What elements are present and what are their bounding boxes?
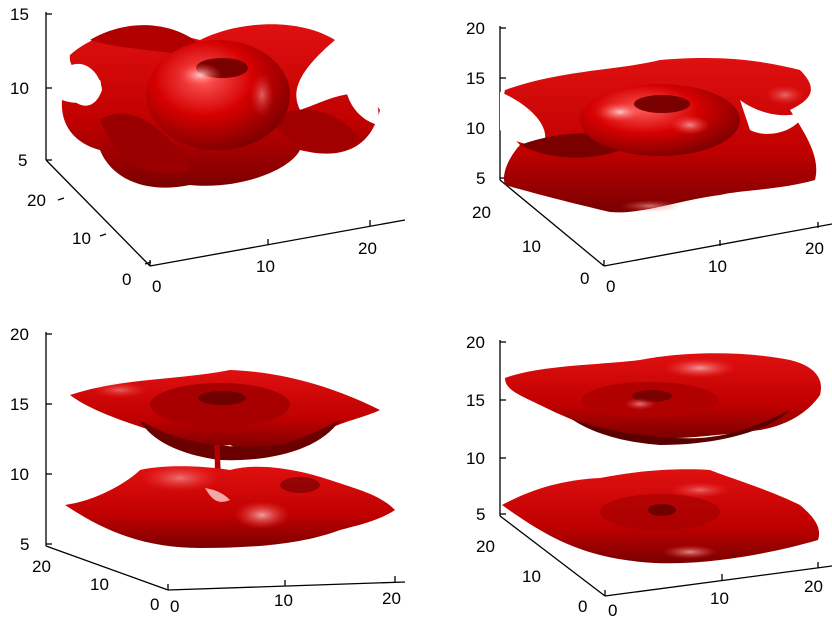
x-tick: 0 — [608, 601, 617, 619]
z-tick: 5 — [476, 169, 485, 188]
z-tick: 15 — [10, 395, 29, 414]
z-tick-labels: 20 15 10 5 — [10, 325, 29, 554]
x-tick-labels: 0 10 20 — [606, 239, 824, 296]
x-tick: 0 — [152, 277, 161, 296]
z-tick-labels: 20 15 10 5 — [466, 19, 485, 188]
z-tick: 10 — [10, 465, 29, 484]
y-tick-labels: 20 10 0 — [472, 203, 589, 288]
panel-top-right: 20 15 10 5 20 10 0 0 10 20 — [466, 19, 832, 296]
y-tick: 20 — [32, 557, 51, 576]
z-tick: 5 — [476, 505, 485, 524]
z-tick: 20 — [10, 325, 29, 344]
axes-frame — [45, 12, 406, 267]
y-tick: 10 — [522, 237, 541, 256]
x-tick-labels: 0 10 20 — [608, 577, 823, 620]
x-tick: 20 — [804, 577, 823, 596]
z-tick-labels: 20 15 10 5 — [466, 333, 485, 524]
y-tick: 0 — [122, 270, 131, 289]
y-tick: 10 — [522, 567, 541, 586]
y-tick: 20 — [476, 537, 495, 556]
z-tick: 10 — [466, 119, 485, 138]
z-tick: 5 — [20, 535, 29, 554]
y-tick: 10 — [90, 575, 109, 594]
surface — [502, 353, 821, 564]
panel-bottom-left: 20 15 10 5 20 10 0 0 10 20 — [10, 325, 406, 616]
z-tick: 10 — [10, 79, 29, 98]
x-tick: 20 — [382, 589, 401, 608]
y-tick: 20 — [472, 203, 491, 222]
x-tick: 20 — [805, 239, 824, 258]
y-tick: 20 — [27, 191, 46, 210]
x-tick-labels: 0 10 20 — [152, 239, 377, 296]
x-tick-labels: 0 10 20 — [170, 589, 401, 616]
y-tick: 0 — [150, 595, 159, 614]
z-tick: 15 — [466, 69, 485, 88]
x-tick: 10 — [274, 591, 293, 610]
panel-top-left: 15 10 5 20 10 0 0 10 20 — [10, 5, 406, 296]
y-tick: 0 — [580, 269, 589, 288]
x-tick: 10 — [708, 257, 727, 276]
x-tick: 0 — [606, 277, 615, 296]
axes-frame — [45, 332, 406, 591]
x-tick: 10 — [710, 589, 729, 608]
z-tick: 5 — [18, 151, 27, 170]
axes-frame — [499, 340, 832, 597]
z-tick: 20 — [466, 19, 485, 38]
x-tick: 20 — [358, 239, 377, 258]
x-tick: 0 — [170, 597, 179, 616]
y-tick-labels: 20 10 0 — [32, 557, 159, 614]
z-tick: 10 — [466, 449, 485, 468]
x-tick: 10 — [256, 257, 275, 276]
y-tick-labels: 20 10 0 — [476, 537, 587, 616]
surface — [65, 370, 395, 548]
y-tick-labels: 20 10 0 — [27, 191, 131, 289]
panel-bottom-right: 20 15 10 5 20 10 0 0 10 20 — [466, 333, 832, 620]
y-tick: 0 — [578, 597, 587, 616]
z-tick: 15 — [10, 5, 29, 24]
surface — [500, 58, 817, 213]
y-tick: 10 — [72, 229, 91, 248]
z-tick-labels: 15 10 5 — [10, 5, 29, 170]
z-tick: 15 — [466, 391, 485, 410]
surface — [61, 24, 380, 188]
z-tick: 20 — [466, 333, 485, 352]
